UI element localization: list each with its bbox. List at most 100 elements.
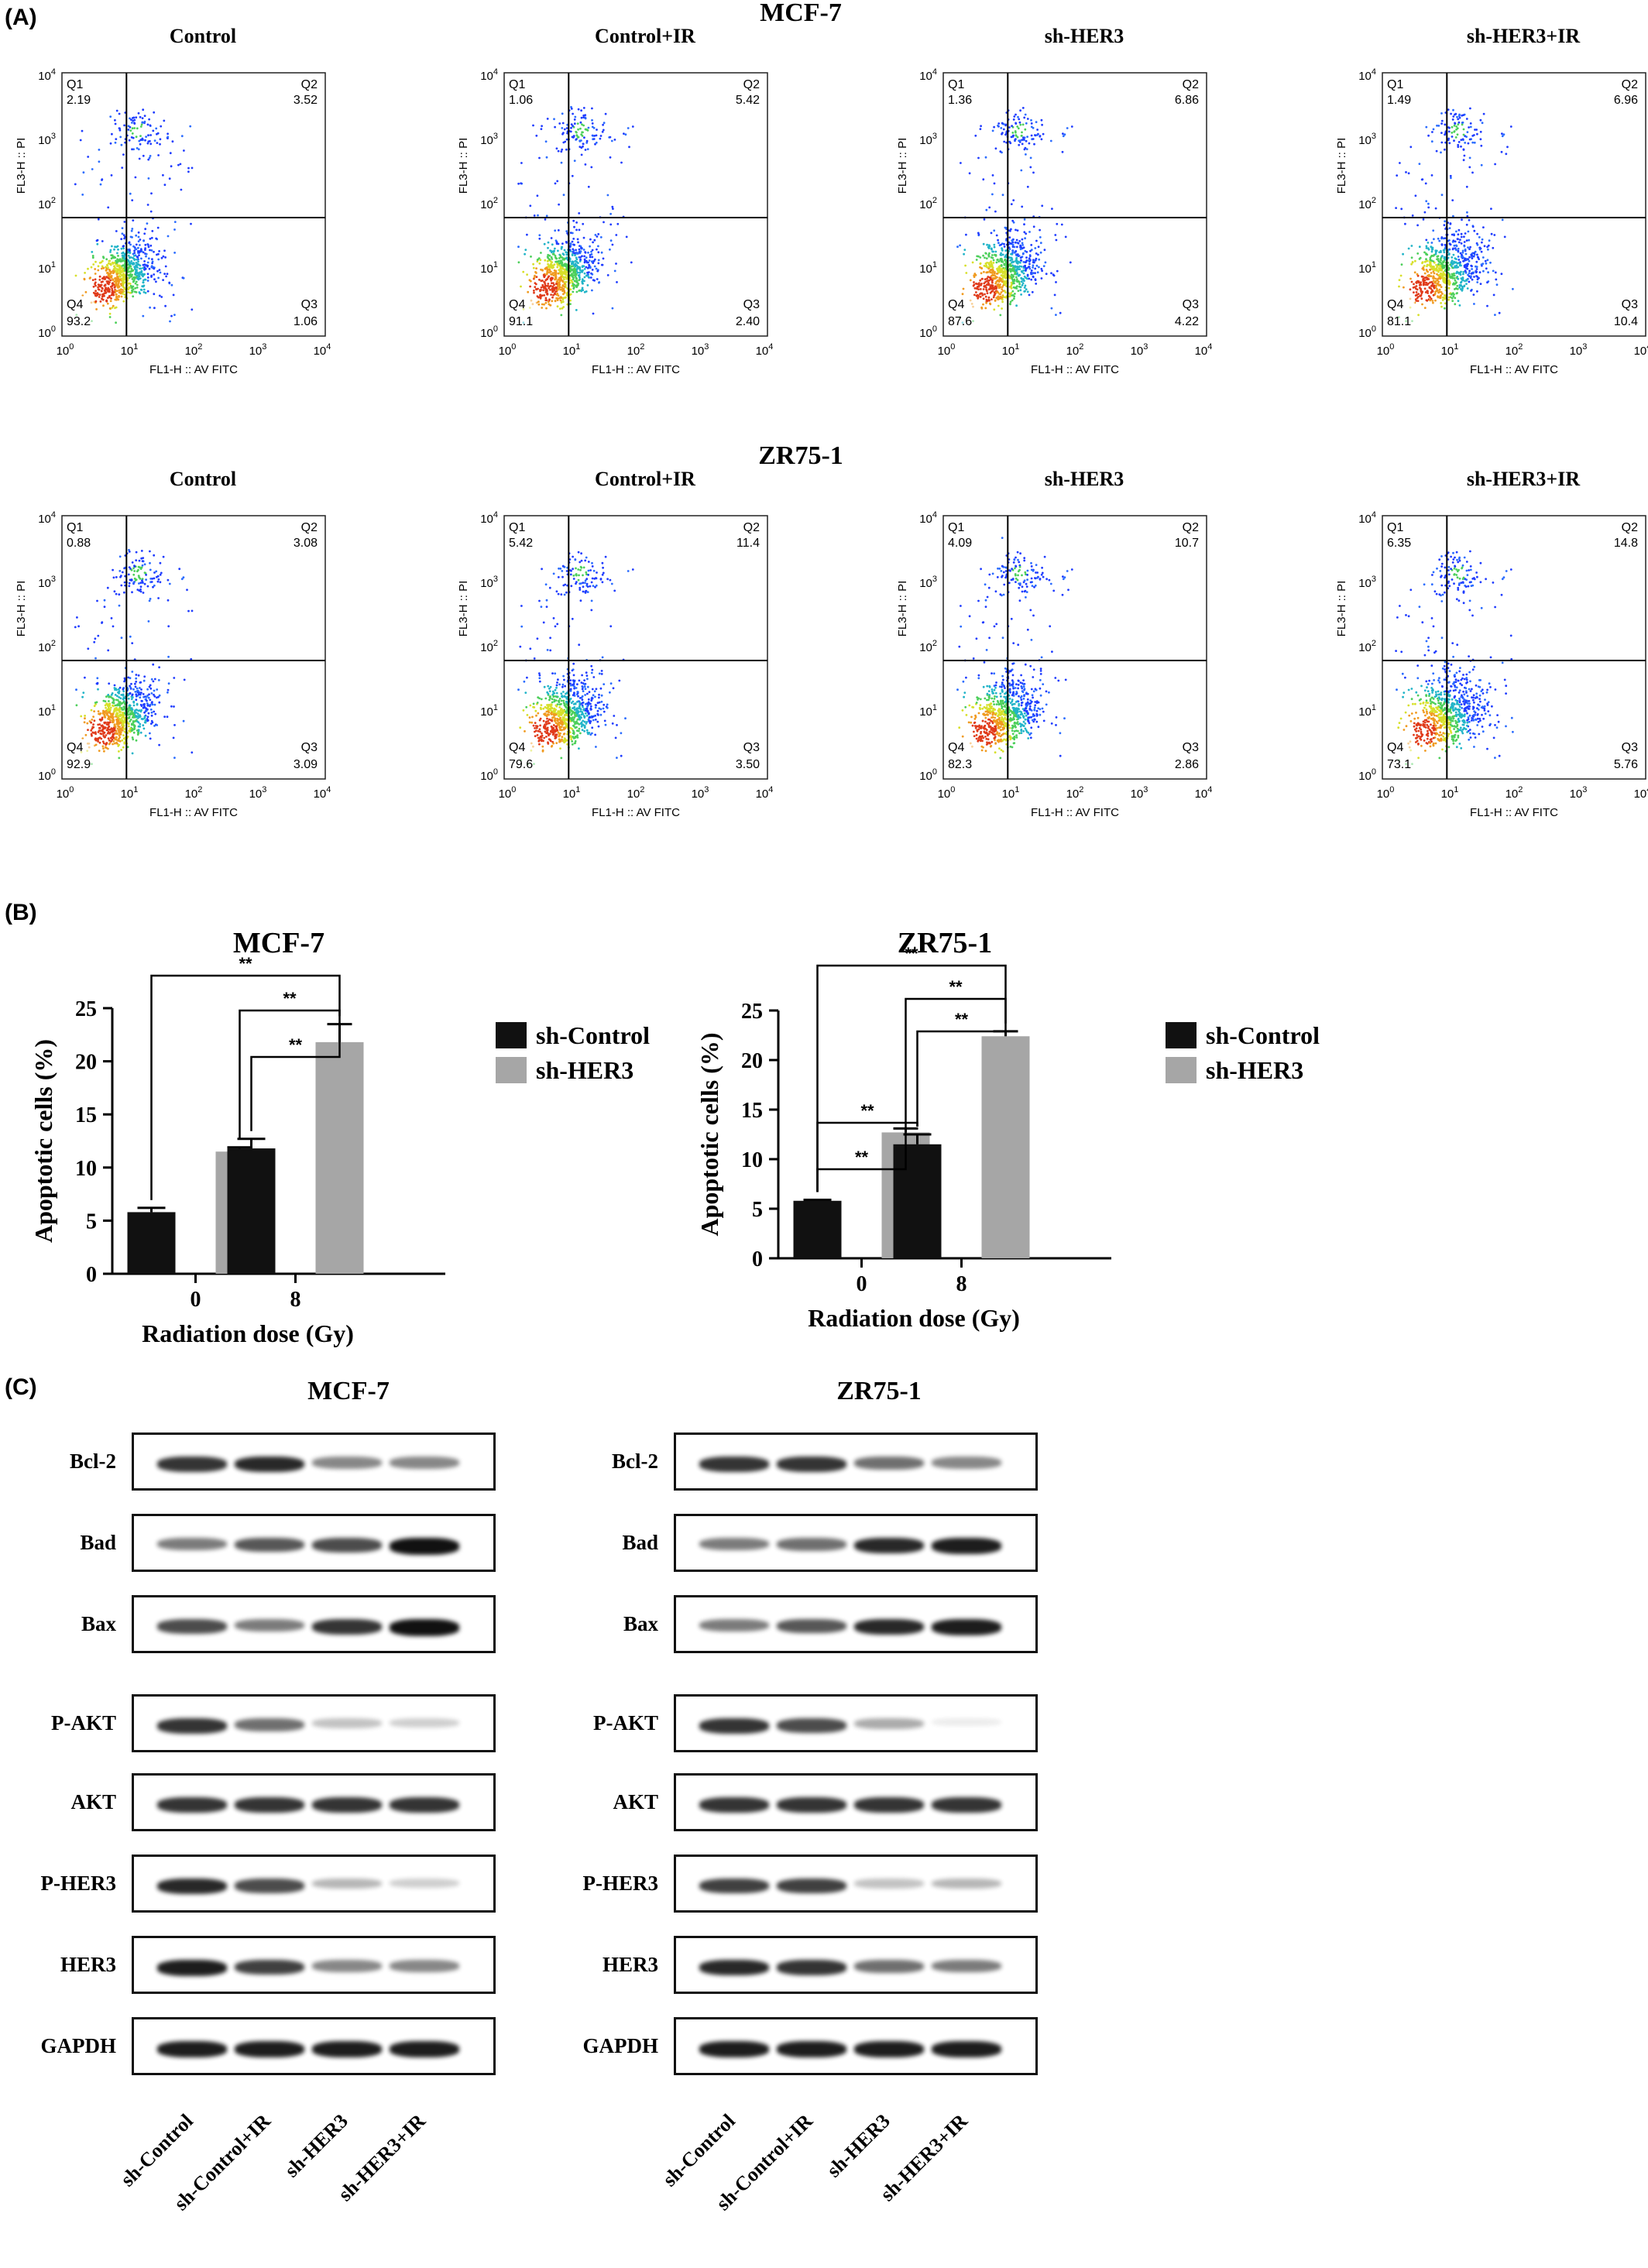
y-axis-label: FL3-H :: PI xyxy=(457,138,470,194)
flow-event xyxy=(583,136,585,139)
flow-event xyxy=(129,249,131,252)
flow-event xyxy=(118,738,120,740)
flow-event xyxy=(550,260,552,262)
flow-event xyxy=(573,135,575,137)
quadrant-q3-value: 3.09 xyxy=(294,758,318,771)
flow-event xyxy=(572,241,574,243)
flow-event xyxy=(1433,273,1436,275)
flow-event xyxy=(1464,264,1467,266)
flow-event xyxy=(543,276,545,278)
flow-event xyxy=(123,568,125,570)
flow-event xyxy=(91,735,93,737)
flow-event xyxy=(1470,275,1472,277)
flow-event xyxy=(575,131,577,133)
flow-event xyxy=(1431,174,1433,177)
flow-event xyxy=(1468,166,1471,169)
flow-event xyxy=(1461,233,1463,235)
flow-event xyxy=(94,719,96,722)
flow-event xyxy=(1001,291,1003,293)
flow-event xyxy=(572,175,574,177)
flow-event xyxy=(1462,280,1464,282)
flow-event xyxy=(173,705,175,708)
flow-event xyxy=(986,280,988,283)
flow-event xyxy=(557,305,559,307)
flow-event xyxy=(151,715,153,717)
y-tick-label: 100 xyxy=(38,324,56,340)
flow-event xyxy=(102,740,105,743)
flow-event xyxy=(120,720,122,722)
flow-event xyxy=(142,108,144,111)
flow-event xyxy=(122,252,125,254)
flow-event xyxy=(1428,295,1430,297)
flow-event xyxy=(101,281,103,283)
flow-event xyxy=(626,236,628,238)
flow-event xyxy=(541,304,544,306)
flow-event xyxy=(627,570,630,572)
flow-event xyxy=(1469,139,1471,141)
flow-event xyxy=(167,132,169,135)
flow-event xyxy=(112,721,115,723)
flow-event xyxy=(992,251,994,253)
flow-event xyxy=(554,287,556,290)
flow-event xyxy=(582,690,585,692)
flow-event xyxy=(1414,271,1416,273)
flow-event xyxy=(1044,249,1046,251)
flow-event xyxy=(1461,256,1463,258)
flow-event xyxy=(551,286,554,288)
y-tick-label: 102 xyxy=(480,196,498,211)
flow-event xyxy=(116,258,118,260)
x-axis-label: FL1-H :: AV FITC xyxy=(149,806,238,819)
flow-event xyxy=(1427,247,1430,249)
flow-event xyxy=(99,742,101,744)
flow-event xyxy=(160,574,162,576)
flow-event xyxy=(118,729,121,731)
flow-event xyxy=(614,270,616,273)
flow-event xyxy=(1436,150,1438,153)
flow-event xyxy=(106,709,108,711)
flow-event xyxy=(566,139,568,141)
flow-event xyxy=(537,304,540,306)
flow-event xyxy=(592,565,594,568)
flow-event xyxy=(109,729,112,731)
flow-event xyxy=(1491,233,1493,235)
flow-event xyxy=(132,701,135,703)
flow-event xyxy=(105,743,108,745)
flow-event xyxy=(1015,242,1017,244)
flow-event xyxy=(1462,271,1464,273)
flow-event xyxy=(585,266,587,269)
flow-event xyxy=(137,690,139,692)
flow-event xyxy=(554,626,557,628)
flow-event xyxy=(1452,239,1454,242)
flow-event xyxy=(145,735,147,737)
quadrant-q4-value: 93.2 xyxy=(67,315,91,328)
flow-event xyxy=(180,163,182,166)
flow-event xyxy=(534,710,537,712)
flow-event xyxy=(589,245,591,248)
flow-event xyxy=(589,708,592,710)
flow-event xyxy=(1485,260,1487,262)
flow-event xyxy=(147,276,149,279)
flow-event xyxy=(113,577,115,579)
flow-event xyxy=(1466,224,1468,226)
flow-event xyxy=(114,287,116,289)
flow-event xyxy=(1481,122,1484,124)
flow-event xyxy=(1457,250,1460,252)
flow-event xyxy=(1040,242,1042,244)
flow-event xyxy=(1004,259,1007,262)
flow-event xyxy=(985,296,987,298)
flow-event xyxy=(151,720,153,722)
flow-event xyxy=(91,719,93,721)
flow-event xyxy=(1011,294,1013,297)
flow-event xyxy=(989,245,991,248)
flow-event xyxy=(98,160,101,163)
x-tick-label: 102 xyxy=(1506,342,1523,358)
flow-event xyxy=(562,293,565,295)
flow-event xyxy=(1023,267,1025,269)
flow-event xyxy=(92,723,94,726)
flow-event xyxy=(591,582,593,584)
flow-event xyxy=(157,154,160,156)
flow-event xyxy=(988,297,991,299)
flow-event xyxy=(609,224,612,226)
flow-event xyxy=(1448,297,1451,299)
